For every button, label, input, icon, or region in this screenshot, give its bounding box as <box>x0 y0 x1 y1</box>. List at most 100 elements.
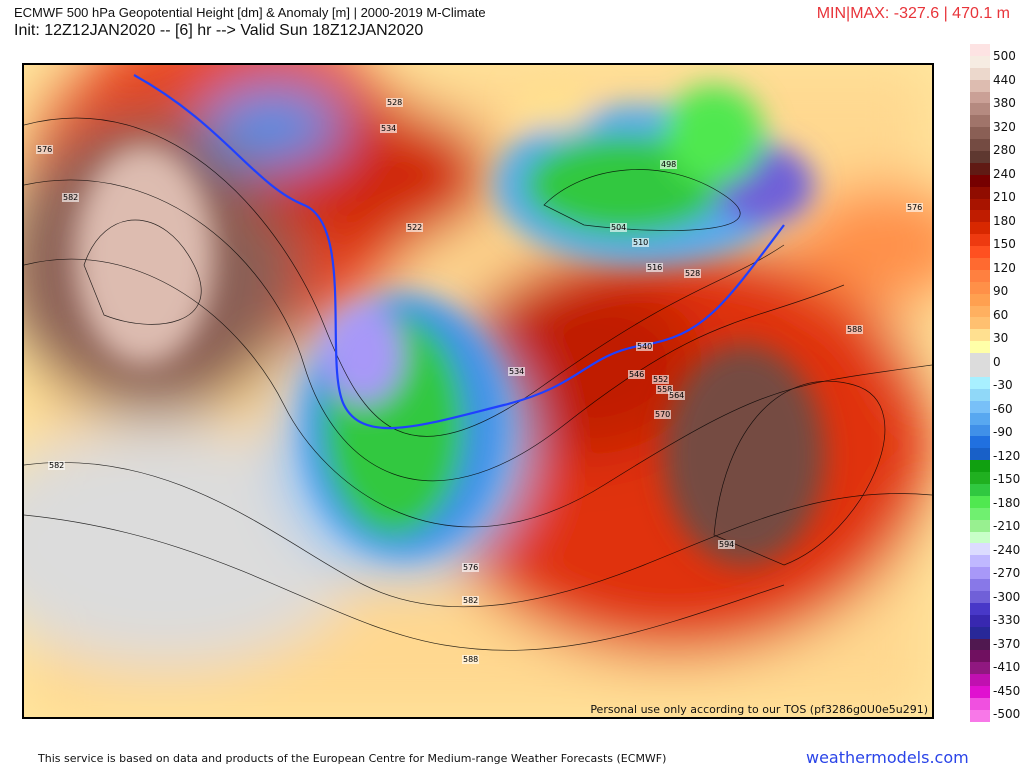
contour-label: 588 <box>462 655 480 664</box>
contour-label: 570 <box>654 410 672 419</box>
color-scale-swatch <box>970 614 990 627</box>
anomaly-map: 576 582 582 528 534 522 498 504 510 516 … <box>22 63 934 719</box>
color-scale-label: -240 <box>993 542 1021 557</box>
color-scale-swatch <box>970 162 990 175</box>
color-scale-swatch <box>970 448 990 461</box>
color-scale-swatch <box>970 79 990 92</box>
color-scale-swatch <box>970 55 990 68</box>
color-scale-swatch <box>970 555 990 568</box>
color-scale-swatch <box>970 365 990 377</box>
color-scale-swatch <box>970 507 990 520</box>
color-scale-swatch <box>970 222 990 235</box>
color-scale-swatch <box>970 269 990 282</box>
contour-label: 582 <box>48 461 66 470</box>
color-scale-swatch <box>970 44 990 56</box>
color-scale-swatch <box>970 531 990 544</box>
color-scale-swatch <box>970 174 990 187</box>
color-scale-swatch <box>970 709 990 722</box>
color-scale-swatch <box>970 305 990 318</box>
contour-label: 582 <box>62 193 80 202</box>
color-scale-swatch <box>970 483 990 496</box>
contour-label: 576 <box>906 203 924 212</box>
color-scale-label: -330 <box>993 613 1021 627</box>
color-scale-swatch <box>970 210 990 223</box>
color-scale-swatch <box>970 626 990 639</box>
color-scale-swatch <box>970 602 990 615</box>
color-scale-label: -180 <box>993 495 1021 510</box>
color-scale-bar <box>970 44 990 722</box>
reference-height-contour <box>133 74 785 430</box>
color-scale-swatch <box>970 151 990 163</box>
color-scale-swatch <box>970 198 990 211</box>
color-scale-swatch <box>970 543 990 556</box>
color-scale-swatch <box>970 412 990 425</box>
color-scale-label: 240 <box>993 166 1016 181</box>
color-scale-swatch <box>970 353 990 366</box>
footer-credit: This service is based on data and produc… <box>38 752 667 765</box>
color-scale-label: 210 <box>993 190 1016 204</box>
contour-label: 540 <box>636 342 654 351</box>
color-scale-label: 120 <box>993 260 1016 275</box>
color-scale-swatch <box>970 341 990 354</box>
color-scale-swatch <box>970 329 990 342</box>
color-scale-swatch <box>970 400 990 413</box>
anomaly-field <box>24 65 932 717</box>
color-scale-label: 60 <box>993 307 1009 322</box>
color-scale-label: 180 <box>993 213 1016 228</box>
color-scale-label: -90 <box>993 425 1013 439</box>
color-scale-swatch <box>970 424 990 437</box>
contour-label: 522 <box>406 223 424 232</box>
brand-link[interactable]: weathermodels.com <box>806 748 969 767</box>
color-scale-label: -60 <box>993 401 1013 416</box>
color-scale-label: -210 <box>993 519 1021 533</box>
color-scale-label: -30 <box>993 378 1013 392</box>
color-scale-swatch <box>970 460 990 473</box>
color-scale-swatch <box>970 674 990 687</box>
color-scale-swatch <box>970 139 990 152</box>
contour-label: 576 <box>36 145 54 154</box>
color-scale-swatch <box>970 115 990 128</box>
color-scale-swatch <box>970 495 990 508</box>
color-scale-label: 440 <box>993 72 1016 87</box>
color-scale-swatch <box>970 91 990 104</box>
contour-label: 498 <box>660 160 678 169</box>
color-scale-swatch <box>970 127 990 140</box>
color-scale-label: 280 <box>993 143 1016 157</box>
color-scale-swatch <box>970 638 990 651</box>
contour-label: 582 <box>462 596 480 605</box>
color-scale-swatch <box>970 697 990 710</box>
color-scale-label: -300 <box>993 589 1021 604</box>
color-scale-swatch <box>970 258 990 270</box>
color-scale-swatch <box>970 376 990 389</box>
color-scale-swatch <box>970 388 990 401</box>
color-scale-label: -120 <box>993 448 1021 463</box>
color-scale-swatch <box>970 579 990 591</box>
color-scale-label: -410 <box>993 660 1021 674</box>
color-scale-swatch <box>970 519 990 532</box>
contour-label: 588 <box>846 325 864 334</box>
color-scale-swatch <box>970 686 990 698</box>
color-scale-swatch <box>970 662 990 675</box>
color-scale-label: 90 <box>993 284 1009 298</box>
contour-label: 558 <box>656 385 674 394</box>
contour-label: 516 <box>646 263 664 272</box>
color-scale-swatch <box>970 590 990 603</box>
color-scale-label: -270 <box>993 566 1021 580</box>
color-scale-swatch <box>970 246 990 259</box>
color-scale-swatch <box>970 67 990 80</box>
color-scale-label: 500 <box>993 49 1016 63</box>
map-subtitle: Init: 12Z12JAN2020 -- [6] hr --> Valid S… <box>14 22 424 39</box>
contour-label: 576 <box>462 563 480 572</box>
color-scale-swatch <box>970 103 990 116</box>
color-scale-swatch <box>970 234 990 247</box>
contour-label: 528 <box>386 98 404 107</box>
color-scale-label: 380 <box>993 96 1016 110</box>
contour-label: 594 <box>718 540 736 549</box>
contour-label: 528 <box>684 269 702 278</box>
contour-label: 510 <box>632 238 650 247</box>
min-max-readout: MIN|MAX: -327.6 | 470.1 m <box>816 5 1010 22</box>
color-scale-swatch <box>970 567 990 580</box>
height-contours <box>24 117 932 651</box>
color-scale-swatch <box>970 186 990 199</box>
contour-label: 504 <box>610 223 628 232</box>
